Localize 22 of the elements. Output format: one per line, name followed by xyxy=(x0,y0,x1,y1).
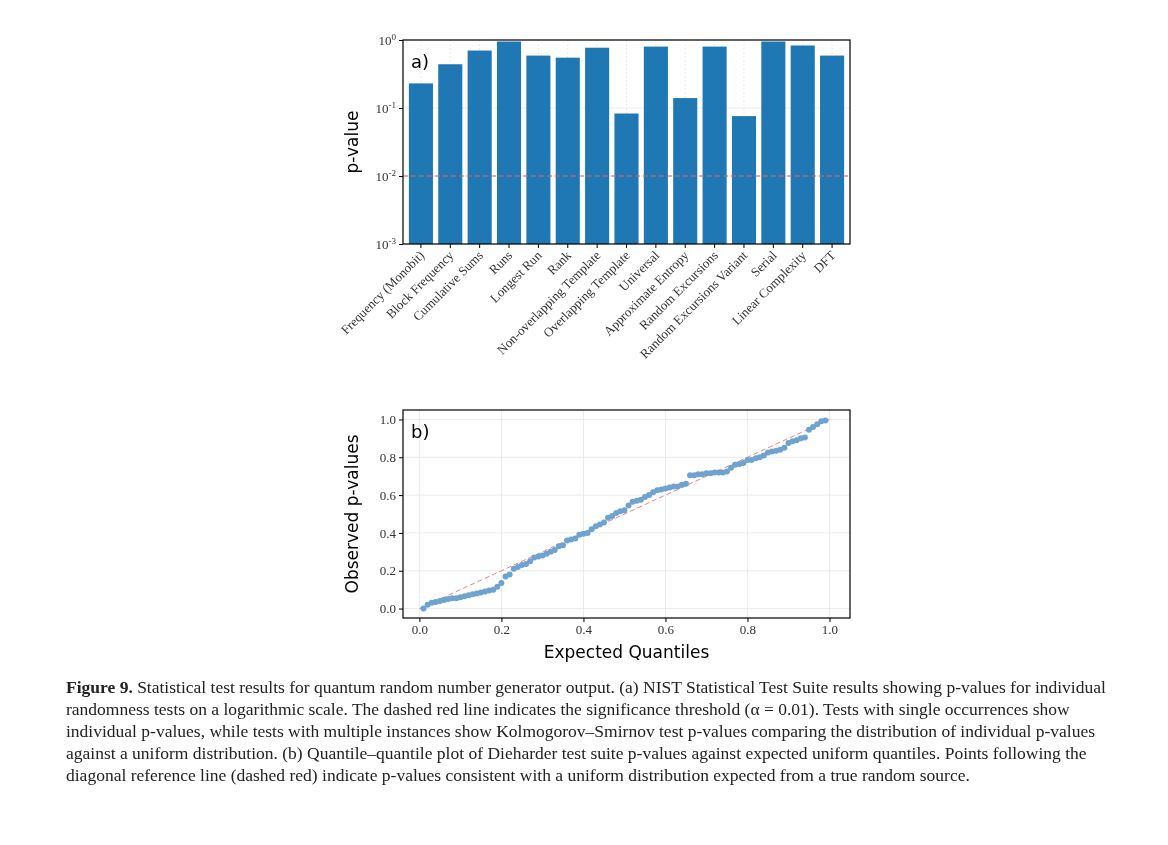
y-axis-title: Observed p-values xyxy=(342,434,362,594)
x-tick-label: 0.8 xyxy=(739,622,757,638)
x-tick-label: 0.6 xyxy=(657,622,675,638)
y-tick-label: 1.0 xyxy=(379,412,396,428)
caption: Figure 9. Statistical test results for quantum random number generator output. (a) NIST Statistical Test Suite results showing p-values for individual randomness tests on a logarithmic scale. The dashed red line indicates the significance threshold (α = 0.01). Tests with single occurrences show individual p-values, while tests with multiple instances show Kolmogorov–Smirnov test p-values comparing the distribution of individual p-values against a uniform distribution. (b) Quantile–quantile plot of Dieharder test suite p-values against expected uniform quantiles. Points following the diagonal reference line (dashed red) indicate p-values consistent with a uniform distribution expected from a true random source. xyxy=(66,677,1106,785)
y-tick-label: 10$^{-3}$ xyxy=(375,235,397,252)
y-tick-label: 10$^{0}$ xyxy=(378,31,397,48)
y-tick-label: 0.6 xyxy=(379,487,397,503)
y-tick-label: 0.0 xyxy=(379,601,396,617)
annotation: a) xyxy=(411,51,430,72)
x-tick-label: 0.2 xyxy=(493,622,511,638)
x-tick-label: 1.0 xyxy=(821,622,839,638)
y-tick-label: 0.2 xyxy=(379,563,396,579)
y-axis-title: p-value xyxy=(342,110,362,174)
annotation: b) xyxy=(411,421,430,442)
x-tick-label: 0.4 xyxy=(575,622,593,638)
x-tick-label: 0.0 xyxy=(411,622,429,638)
y-tick-label: 0.4 xyxy=(379,525,397,541)
y-tick-label: 10$^{-2}$ xyxy=(375,167,397,184)
y-tick-label: 0.8 xyxy=(379,449,396,465)
y-tick-label: 10$^{-1}$ xyxy=(375,99,396,116)
x-axis-title: Expected Quantiles xyxy=(543,642,710,662)
